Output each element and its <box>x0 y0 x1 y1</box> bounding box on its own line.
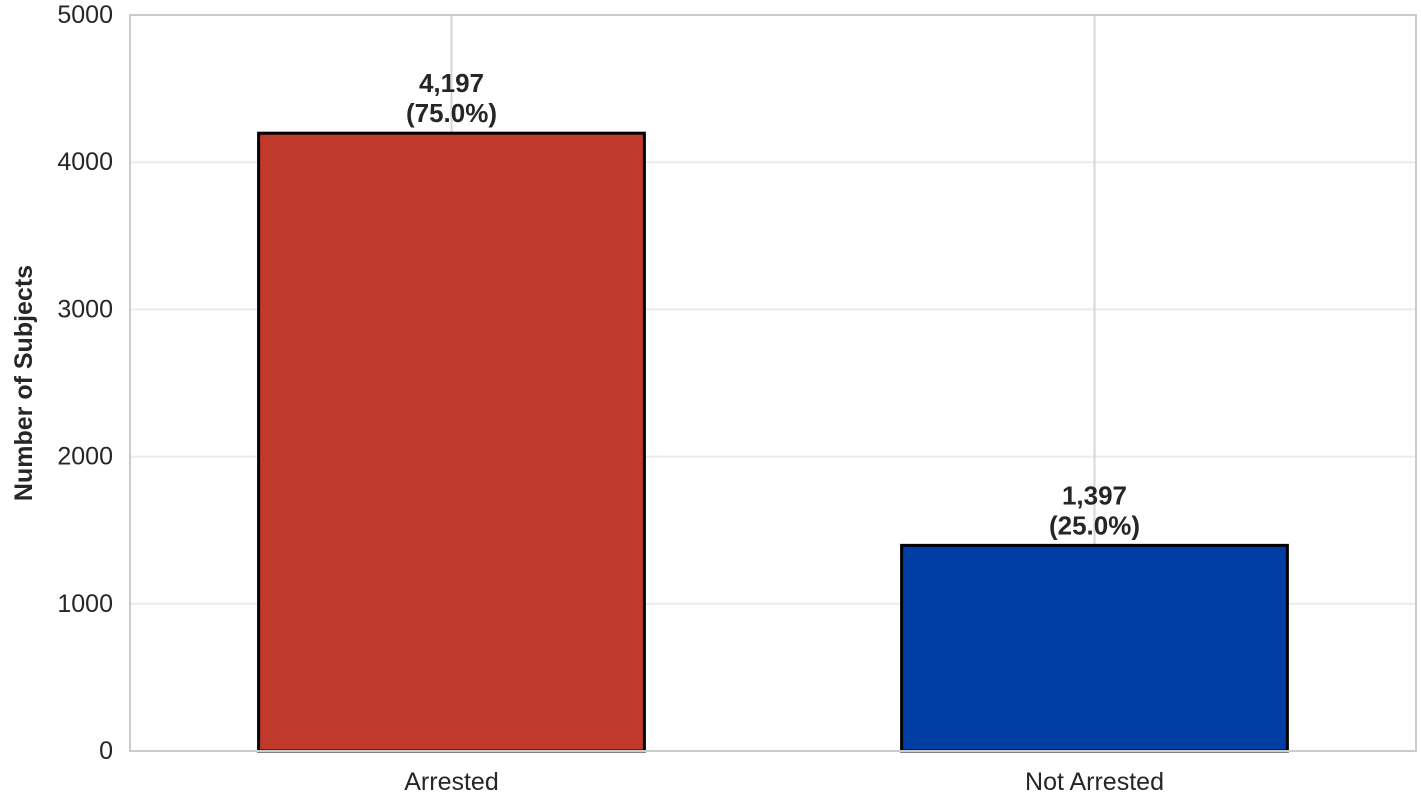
bar-layer <box>257 131 1289 753</box>
bar-not-arrested <box>900 543 1289 753</box>
data-label-percent: (75.0%) <box>406 98 497 128</box>
data-label-value: 4,197 <box>419 68 484 98</box>
y-axis-title: Number of Subjects <box>10 265 38 501</box>
y-tick-label: 3000 <box>57 295 113 323</box>
x-tick-label: Arrested <box>404 768 498 795</box>
y-tick-label: 2000 <box>57 443 113 471</box>
y-tick-label: 5000 <box>57 1 113 29</box>
y-axis-ticks: 0 1000 2000 3000 4000 5000 <box>57 1 113 765</box>
y-tick-label: 0 <box>99 737 113 765</box>
data-label-layer: 4,197(75.0%) 1,397(25.0%) <box>406 68 1140 540</box>
plot-area-frame <box>129 14 1417 752</box>
y-tick-label: 4000 <box>57 148 113 176</box>
x-axis-ticks: Arrested Not Arrested <box>404 768 1164 795</box>
data-label-value: 1,397 <box>1062 480 1127 510</box>
bar-arrested <box>257 131 646 753</box>
y-tick-label: 1000 <box>57 590 113 618</box>
x-tick-label: Not Arrested <box>1025 768 1164 795</box>
data-label-percent: (25.0%) <box>1049 510 1140 540</box>
